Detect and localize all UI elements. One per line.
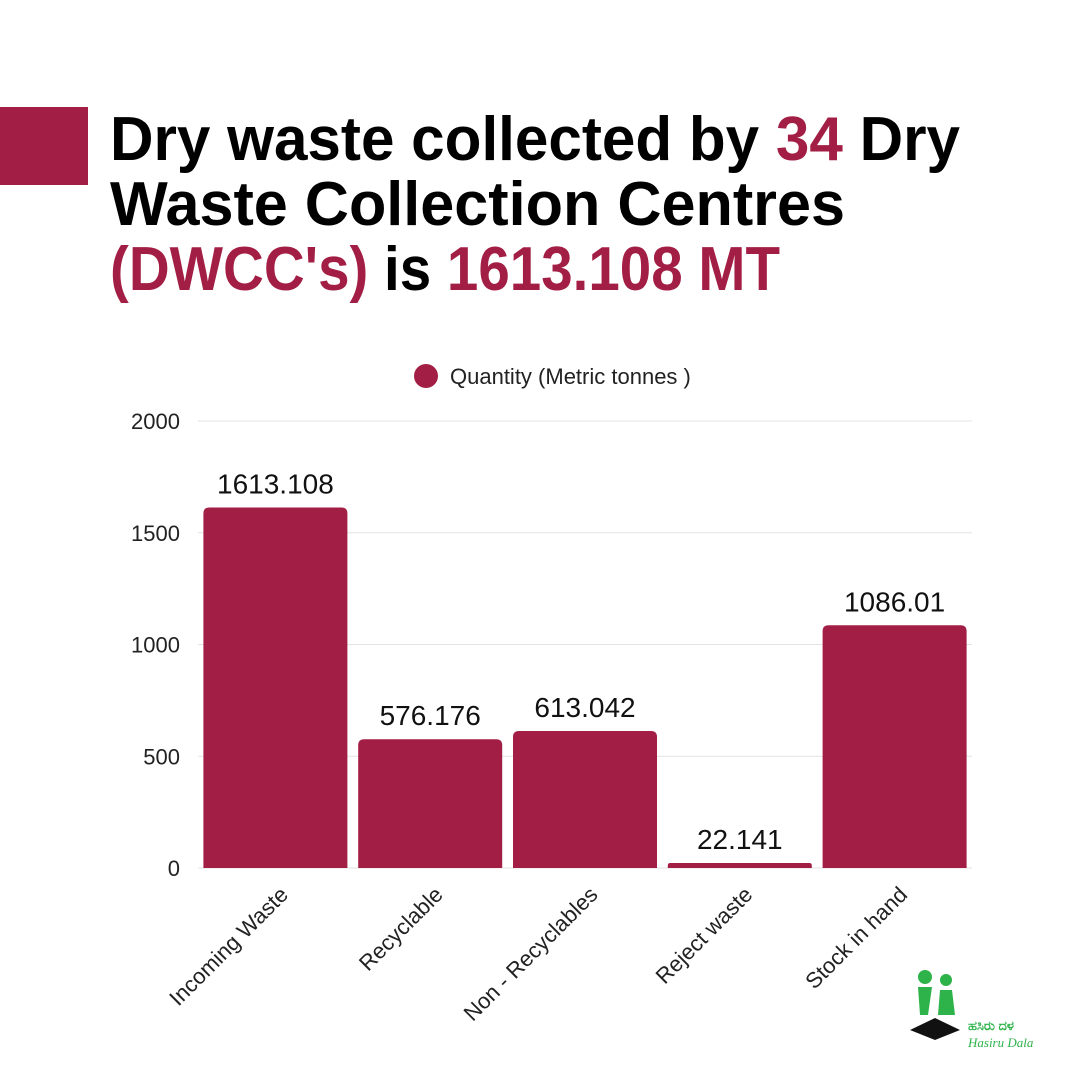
bar — [667, 863, 812, 868]
title-line: (DWCC's) is 1613.108 MT — [110, 235, 780, 304]
y-tick-label: 500 — [143, 744, 180, 769]
title-part: 34 — [776, 105, 843, 174]
logo-figure — [940, 974, 952, 986]
value-label: 22.141 — [697, 824, 783, 855]
title-part: is — [368, 235, 447, 304]
logo-figure — [918, 970, 932, 984]
logo-figure — [918, 987, 932, 1015]
value-label: 1086.01 — [844, 586, 945, 617]
logo-kannada: ಹಸಿರು ದಳ — [968, 1018, 1014, 1033]
bar — [513, 730, 657, 868]
logo-latin: Hasiru Dala — [967, 1035, 1034, 1050]
legend-marker — [414, 364, 438, 388]
accent-square — [0, 107, 88, 185]
y-tick-label: 0 — [168, 856, 180, 881]
logo-figure — [938, 990, 955, 1015]
bar — [203, 507, 348, 868]
title-part: Dry — [843, 105, 961, 174]
value-label: 576.176 — [380, 700, 481, 731]
y-tick-label: 1500 — [131, 521, 180, 546]
title-part: (DWCC's) — [110, 235, 368, 304]
y-tick-label: 1000 — [131, 633, 180, 658]
value-label: 613.042 — [534, 692, 635, 723]
y-tick-label: 2000 — [131, 409, 180, 434]
title-part: 1613.108 MT — [447, 235, 780, 304]
title-line: Waste Collection Centres — [110, 170, 845, 239]
value-label: 1613.108 — [217, 468, 334, 499]
title-line: Dry waste collected by 34 Dry — [110, 105, 961, 174]
legend-label: Quantity (Metric tonnes ) — [450, 364, 691, 389]
bar — [358, 739, 503, 868]
title-part: Waste Collection Centres — [110, 170, 845, 239]
logo-base — [910, 1018, 960, 1040]
bar — [822, 625, 967, 868]
logo: ಹಸಿರು ದಳ Hasiru Dala — [910, 970, 1034, 1050]
title-part: Dry waste collected by — [110, 105, 776, 174]
